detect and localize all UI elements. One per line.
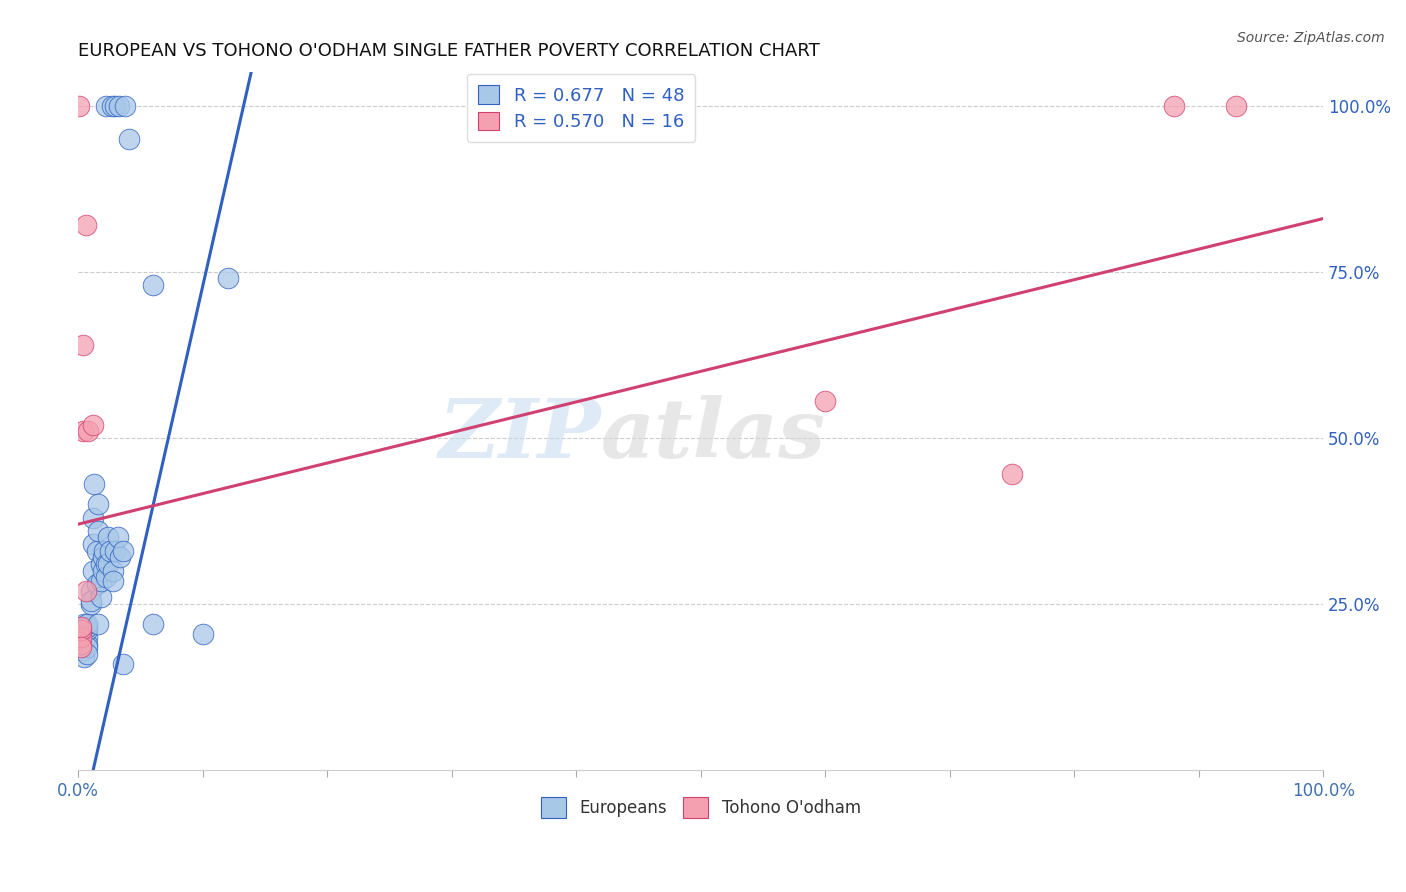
Point — [76, 620, 98, 634]
Text: EUROPEAN VS TOHONO O'ODHAM SINGLE FATHER POVERTY CORRELATION CHART: EUROPEAN VS TOHONO O'ODHAM SINGLE FATHER… — [79, 42, 820, 60]
Point — [94, 98, 117, 112]
Text: atlas: atlas — [600, 395, 827, 475]
Point — [97, 531, 120, 545]
Point — [75, 583, 97, 598]
Point — [79, 593, 101, 607]
Point — [76, 647, 98, 661]
Point — [87, 616, 110, 631]
Point — [87, 524, 110, 538]
Point — [1001, 467, 1024, 482]
Point — [75, 218, 97, 232]
Point — [82, 564, 104, 578]
Point — [86, 543, 108, 558]
Point — [100, 98, 122, 112]
Point — [89, 557, 111, 571]
Point — [76, 637, 98, 651]
Point — [217, 271, 239, 285]
Point — [94, 570, 117, 584]
Point — [87, 497, 110, 511]
Point — [77, 424, 100, 438]
Point — [191, 627, 214, 641]
Point — [1225, 98, 1247, 112]
Point — [101, 574, 124, 588]
Point — [142, 616, 165, 631]
Point — [93, 543, 115, 558]
Point — [76, 630, 98, 644]
Point — [89, 574, 111, 588]
Point — [82, 510, 104, 524]
Point — [100, 543, 122, 558]
Point — [111, 657, 134, 671]
Point — [72, 338, 94, 352]
Point — [73, 630, 96, 644]
Point — [111, 543, 134, 558]
Point — [114, 98, 136, 112]
Point — [142, 278, 165, 293]
Point — [73, 650, 96, 665]
Point — [69, 640, 91, 654]
Legend: Europeans, Tohono O'odham: Europeans, Tohono O'odham — [534, 791, 868, 824]
Point — [814, 394, 837, 409]
Point — [86, 577, 108, 591]
Point — [69, 630, 91, 644]
Point — [108, 98, 131, 112]
Point — [73, 637, 96, 651]
Point — [82, 417, 104, 432]
Point — [73, 616, 96, 631]
Point — [72, 424, 94, 438]
Point — [76, 616, 98, 631]
Point — [104, 543, 127, 558]
Point — [118, 132, 141, 146]
Point — [79, 597, 101, 611]
Point — [73, 624, 96, 638]
Text: ZIP: ZIP — [439, 395, 600, 475]
Point — [1163, 98, 1185, 112]
Point — [97, 557, 120, 571]
Text: Source: ZipAtlas.com: Source: ZipAtlas.com — [1237, 31, 1385, 45]
Point — [79, 583, 101, 598]
Point — [91, 564, 114, 578]
Point — [73, 643, 96, 657]
Point — [107, 531, 129, 545]
Point — [69, 624, 91, 638]
Point — [69, 637, 91, 651]
Point — [101, 564, 124, 578]
Point — [76, 624, 98, 638]
Point — [110, 550, 132, 565]
Point — [104, 98, 127, 112]
Point — [89, 591, 111, 605]
Point — [94, 557, 117, 571]
Point — [67, 98, 90, 112]
Point — [76, 640, 98, 654]
Point — [82, 537, 104, 551]
Point — [69, 620, 91, 634]
Point — [73, 633, 96, 648]
Point — [83, 477, 105, 491]
Point — [91, 550, 114, 565]
